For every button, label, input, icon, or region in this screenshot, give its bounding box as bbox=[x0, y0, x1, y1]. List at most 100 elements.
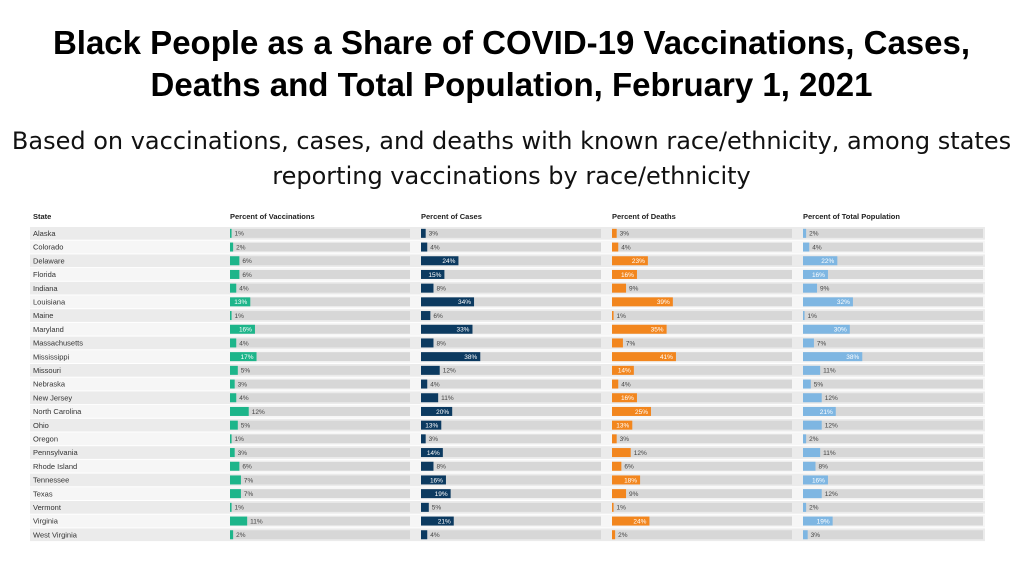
data-bar bbox=[612, 406, 651, 416]
bar-track bbox=[421, 530, 601, 540]
data-bar bbox=[230, 338, 237, 348]
bar-track bbox=[421, 489, 601, 499]
data-bar bbox=[612, 324, 667, 334]
data-label: 3% bbox=[238, 381, 248, 388]
bar-track bbox=[230, 365, 410, 375]
data-label: 6% bbox=[624, 464, 634, 471]
state-label: Indiana bbox=[33, 284, 58, 293]
data-label: 14% bbox=[618, 368, 631, 375]
bar-track bbox=[612, 406, 792, 416]
bar-track bbox=[612, 338, 792, 348]
data-bar bbox=[230, 502, 232, 512]
bar-track bbox=[421, 352, 601, 362]
chart-subtitle: Based on vaccinations, cases, and deaths… bbox=[11, 127, 1012, 190]
data-label: 3% bbox=[238, 450, 248, 457]
bar-track bbox=[230, 502, 410, 512]
data-bar bbox=[421, 352, 481, 362]
data-bar bbox=[421, 420, 442, 430]
data-label: 12% bbox=[825, 491, 838, 498]
bar-track bbox=[230, 352, 410, 362]
bar-track bbox=[421, 311, 601, 321]
bar-track bbox=[803, 311, 983, 321]
data-bar bbox=[230, 393, 237, 403]
bar-track bbox=[803, 256, 983, 266]
data-bar bbox=[612, 311, 614, 321]
data-label: 8% bbox=[436, 285, 446, 292]
data-label: 18% bbox=[624, 477, 637, 484]
data-label: 1% bbox=[617, 313, 627, 320]
data-label: 9% bbox=[629, 285, 639, 292]
data-label: 3% bbox=[620, 231, 630, 238]
bar-track bbox=[230, 311, 410, 321]
data-bar bbox=[612, 475, 641, 485]
data-bar bbox=[803, 502, 807, 512]
data-bar bbox=[421, 365, 440, 375]
data-bar bbox=[421, 461, 434, 471]
bar-track bbox=[803, 324, 983, 334]
data-bar bbox=[803, 283, 818, 293]
data-label: 8% bbox=[436, 340, 446, 347]
data-bar bbox=[612, 379, 619, 389]
data-bar bbox=[612, 228, 617, 238]
data-label: 7% bbox=[817, 340, 827, 347]
data-bar bbox=[612, 297, 673, 307]
data-label: 4% bbox=[239, 395, 249, 402]
data-label: 4% bbox=[621, 244, 631, 251]
data-bar bbox=[803, 379, 811, 389]
data-bar bbox=[230, 256, 240, 266]
data-bar bbox=[803, 324, 850, 334]
bar-track bbox=[421, 379, 601, 389]
data-label: 4% bbox=[621, 381, 631, 388]
data-bar bbox=[803, 297, 853, 307]
bar-track bbox=[421, 297, 601, 307]
data-label: 12% bbox=[443, 368, 456, 375]
data-label: 23% bbox=[632, 258, 645, 265]
data-label: 7% bbox=[244, 477, 254, 484]
data-label: 30% bbox=[834, 327, 847, 334]
data-bar bbox=[230, 406, 249, 416]
data-bar bbox=[803, 406, 836, 416]
data-bar bbox=[230, 516, 248, 526]
data-label: 11% bbox=[823, 368, 836, 375]
data-label: 12% bbox=[634, 450, 647, 457]
bar-track bbox=[421, 448, 601, 458]
bar-track bbox=[612, 489, 792, 499]
data-label: 16% bbox=[621, 395, 634, 402]
bar-track bbox=[803, 461, 983, 471]
data-bar bbox=[230, 269, 240, 279]
data-bar bbox=[612, 434, 617, 444]
data-bar bbox=[803, 256, 838, 266]
data-label: 22% bbox=[821, 258, 834, 265]
data-label: 24% bbox=[633, 518, 646, 525]
data-label: 12% bbox=[252, 409, 265, 416]
bar-track bbox=[803, 228, 983, 238]
state-label: Florida bbox=[33, 270, 57, 279]
data-bar bbox=[803, 365, 821, 375]
state-label: Maine bbox=[33, 311, 53, 320]
series-header: Percent of Deaths bbox=[612, 212, 676, 221]
bar-track bbox=[230, 530, 410, 540]
data-bar bbox=[612, 269, 637, 279]
data-label: 20% bbox=[436, 409, 449, 416]
data-bar bbox=[421, 489, 451, 499]
bar-track bbox=[421, 256, 601, 266]
data-label: 11% bbox=[441, 395, 454, 402]
state-label: Rhode Island bbox=[33, 462, 77, 471]
data-bar bbox=[803, 269, 828, 279]
data-label: 2% bbox=[236, 244, 246, 251]
data-bar bbox=[421, 406, 453, 416]
data-label: 1% bbox=[235, 231, 245, 238]
bar-track bbox=[803, 434, 983, 444]
state-label: Alaska bbox=[33, 229, 56, 238]
data-label: 7% bbox=[626, 340, 636, 347]
bar-track bbox=[230, 393, 410, 403]
state-label: Missouri bbox=[33, 366, 61, 375]
bar-track bbox=[803, 516, 983, 526]
data-label: 15% bbox=[428, 272, 441, 279]
bar-track bbox=[230, 297, 410, 307]
bar-track bbox=[612, 475, 792, 485]
data-bar bbox=[421, 242, 428, 252]
data-bar bbox=[612, 516, 650, 526]
bar-track bbox=[421, 406, 601, 416]
data-label: 5% bbox=[432, 505, 442, 512]
